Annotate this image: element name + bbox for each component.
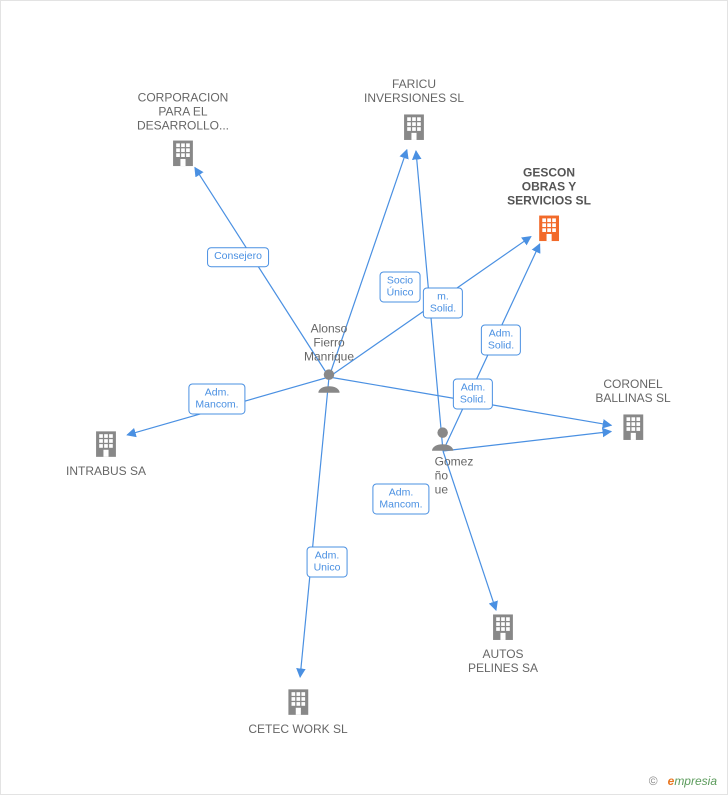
company-node-coronel: CORONEL BALLINAS SL <box>595 378 670 444</box>
edge <box>300 377 329 677</box>
building-icon <box>532 212 566 246</box>
node-label: Gomez ño ue <box>435 455 474 496</box>
edge-label: Consejero <box>207 247 269 267</box>
building-icon <box>281 685 315 719</box>
company-node-corporacion: CORPORACION PARA EL DESARROLLO... <box>137 91 229 170</box>
network-diagram: © empresia Consejero Socio Únicom. Solid.… <box>0 0 728 795</box>
node-label: CORPORACION PARA EL DESARROLLO... <box>137 91 229 132</box>
edge <box>329 237 531 377</box>
edge <box>195 168 329 377</box>
building-icon <box>397 110 431 144</box>
node-label: GESCON OBRAS Y SERVICIOS SL <box>507 166 591 207</box>
building-icon <box>616 410 650 444</box>
edge-label: m. Solid. <box>423 287 463 318</box>
company-node-cetec: CETEC WORK SL <box>248 685 347 737</box>
building-icon <box>486 610 520 644</box>
edge-label: Adm. Unico <box>307 546 348 577</box>
edge <box>329 150 407 377</box>
copyright: © empresia <box>649 774 717 788</box>
edge-label: Adm. Mancom. <box>372 483 429 514</box>
company-node-intrabus: INTRABUS SA <box>66 427 146 479</box>
node-label: FARICU INVERSIONES SL <box>364 78 464 106</box>
edge <box>127 377 329 435</box>
edge-label: Socio Único <box>380 271 421 302</box>
node-label: AUTOS PELINES SA <box>468 648 538 676</box>
edges-layer <box>1 1 728 795</box>
edge <box>329 377 611 425</box>
edge-label: Adm. Mancom. <box>188 383 245 414</box>
person-icon <box>428 423 458 453</box>
person-node-gomez: Gomez ño ue <box>413 423 474 498</box>
node-label: Alonso Fierro Manrique <box>304 322 354 363</box>
node-label: CETEC WORK SL <box>248 723 347 737</box>
edge <box>443 432 611 451</box>
edge-label: Adm. Solid. <box>453 378 493 409</box>
edge <box>443 451 496 610</box>
copyright-symbol: © <box>649 774 658 788</box>
node-label: CORONEL BALLINAS SL <box>595 378 670 406</box>
node-label: INTRABUS SA <box>66 465 146 479</box>
building-icon <box>89 427 123 461</box>
edge-label: Adm. Solid. <box>481 324 521 355</box>
person-node-alonso: Alonso Fierro Manrique <box>304 322 354 395</box>
company-node-autos: AUTOS PELINES SA <box>468 610 538 676</box>
company-node-gescon: GESCON OBRAS Y SERVICIOS SL <box>507 166 591 245</box>
company-node-faricu: FARICU INVERSIONES SL <box>364 78 464 144</box>
building-icon <box>166 137 200 171</box>
edge <box>443 244 540 451</box>
copyright-brand-rest: mpresia <box>674 774 717 788</box>
person-icon <box>314 366 344 396</box>
edge <box>416 151 443 451</box>
